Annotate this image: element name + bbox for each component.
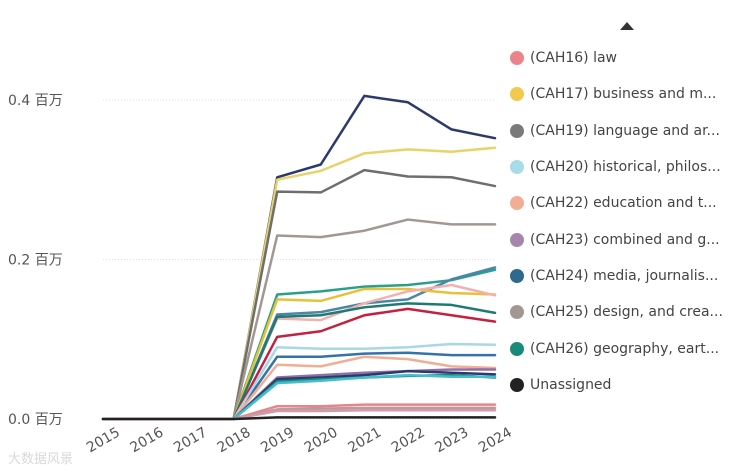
x-tick-label: 2024 bbox=[476, 424, 515, 456]
legend-item[interactable]: (CAH22) education and t... bbox=[510, 185, 740, 221]
legend-swatch bbox=[510, 232, 524, 247]
x-tick-label: 2015 bbox=[84, 425, 123, 457]
legend-item[interactable]: (CAH23) combined and g... bbox=[510, 221, 740, 257]
watermark: 大数据风景 bbox=[8, 452, 74, 467]
legend-label: (CAH20) historical, philos... bbox=[530, 159, 721, 176]
y-tick-label: 0.4 百万 bbox=[8, 93, 63, 109]
legend-item[interactable]: (CAH24) media, journalis... bbox=[510, 258, 740, 294]
x-tick-label: 2019 bbox=[258, 425, 297, 457]
x-tick-label: 2022 bbox=[389, 425, 428, 457]
legend-label: (CAH26) geography, eart... bbox=[530, 340, 720, 357]
legend-swatch bbox=[510, 305, 524, 320]
y-tick-label: 0.0 百万 bbox=[8, 412, 63, 428]
legend-label: (CAH23) combined and g... bbox=[530, 231, 720, 248]
legend-item[interactable]: (CAH25) design, and crea... bbox=[510, 294, 740, 330]
legend-label: (CAH25) design, and crea... bbox=[530, 304, 723, 321]
series-line-unassigned-black bbox=[101, 416, 497, 421]
y-tick-label: 0.2 百万 bbox=[8, 252, 63, 268]
legend: (CAH16) law (CAH17) business and m... (CAH… bbox=[510, 40, 740, 403]
x-tick-label: 2021 bbox=[345, 425, 384, 457]
x-tick-label: 2017 bbox=[171, 425, 210, 457]
legend-swatch bbox=[510, 87, 524, 102]
legend-swatch bbox=[510, 377, 524, 392]
x-tick-label: 2020 bbox=[302, 425, 341, 457]
x-tick-label: 2023 bbox=[432, 425, 471, 457]
legend-swatch bbox=[510, 196, 524, 211]
legend-item[interactable]: Unassigned bbox=[510, 367, 740, 403]
legend-swatch bbox=[510, 341, 524, 356]
legend-scroll-up-icon[interactable] bbox=[620, 22, 634, 30]
legend-label: (CAH24) media, journalis... bbox=[530, 267, 719, 284]
legend-item[interactable]: (CAH17) business and m... bbox=[510, 76, 740, 112]
legend-swatch bbox=[510, 51, 524, 66]
legend-label: Unassigned bbox=[530, 376, 612, 393]
legend-label: (CAH17) business and m... bbox=[530, 86, 717, 103]
legend-label: (CAH19) language and ar... bbox=[530, 122, 720, 139]
legend-item[interactable]: (CAH19) language and ar... bbox=[510, 113, 740, 149]
series-line-steel-blue bbox=[101, 266, 497, 421]
legend-swatch bbox=[510, 123, 524, 138]
legend-swatch bbox=[510, 268, 524, 283]
legend-item[interactable]: (CAH20) historical, philos... bbox=[510, 149, 740, 185]
legend-swatch bbox=[510, 160, 524, 175]
series-line-cyan bbox=[101, 373, 497, 421]
series-line-dark-teal bbox=[101, 302, 497, 421]
x-tick-label: 2018 bbox=[215, 425, 254, 457]
legend-item[interactable]: (CAH16) law bbox=[510, 40, 740, 76]
x-tick-label: 2016 bbox=[128, 424, 167, 456]
legend-label: (CAH22) education and t... bbox=[530, 195, 717, 212]
legend-label: (CAH16) law bbox=[530, 50, 617, 67]
legend-item[interactable]: (CAH26) geography, eart... bbox=[510, 330, 740, 366]
